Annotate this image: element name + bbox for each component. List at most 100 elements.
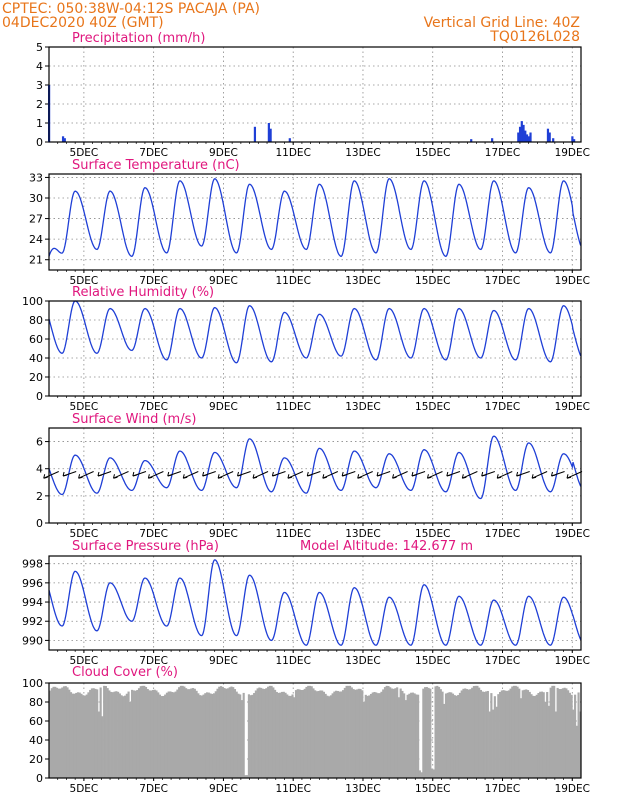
cloud-cover-bar	[151, 689, 155, 778]
cloud-cover-bar	[403, 693, 406, 778]
cloud-cover-bar	[174, 691, 177, 778]
cloud-cover-bar	[258, 687, 261, 778]
header: CPTEC: 050:38W-04:12S PACAJA (PA) 04DEC2…	[2, 1, 580, 45]
cloud-cover-bar	[303, 688, 306, 778]
pressure-frame	[48, 555, 582, 651]
cloud-cover-bar	[321, 690, 324, 778]
cloud-cover-bar	[417, 694, 420, 778]
cloud-cover-bar	[101, 716, 104, 778]
cloud-cover-bar	[446, 692, 449, 778]
cloud-cover-bar	[319, 690, 322, 778]
cloud-cover-bar	[376, 693, 380, 778]
precipitation-bar	[253, 126, 257, 142]
y-tick-label: 40	[29, 352, 43, 365]
cloud-cover-bar	[87, 692, 90, 778]
y-tick-label: 80	[29, 696, 43, 709]
x-tick-label: 13DEC	[345, 528, 380, 540]
cloud-cover-bar	[218, 686, 221, 778]
cloud-cover-bar	[453, 695, 456, 778]
cloud-cover-bar	[94, 688, 97, 778]
cloud-cover-bar	[439, 689, 442, 778]
station-header: CPTEC: 050:38W-04:12S PACAJA (PA)	[2, 1, 260, 17]
y-tick-label: 4	[36, 463, 43, 476]
precipitation-panel: Precipitation (mm/h) 5DEC 7DEC 9DEC 11DEC 13…	[36, 31, 590, 159]
cloud-cover-bar	[275, 691, 278, 778]
series-line	[48, 435, 582, 500]
wind-arrow-head	[287, 474, 293, 479]
cloud-cover-bar	[329, 695, 332, 778]
humidity-grid: 5DEC 7DEC 9DEC 11DEC 13DEC 15DEC 17DEC 19DEC 0 20…	[22, 295, 590, 413]
cloud-cover-bar	[451, 693, 455, 778]
cloud-cover-bar	[443, 703, 446, 778]
cloud-cover-bar	[99, 687, 102, 778]
cloud-cover-bar	[462, 688, 465, 778]
wind-arrow-head	[322, 474, 327, 479]
cloud-cover-bar	[190, 688, 193, 778]
cloud-cover-bar	[78, 692, 81, 778]
cloud-cover-bar	[261, 688, 264, 778]
y-tick-label: 20	[29, 753, 43, 766]
y-tick-label: 996	[22, 577, 43, 590]
cloud-cover-bar	[539, 691, 542, 778]
wind-arrow-head	[392, 474, 397, 479]
cloud-cover-bar	[172, 692, 175, 778]
pressure-panel: Surface Pressure (hPa) Model Altitude: 1…	[22, 539, 590, 667]
y-tick-label: 40	[29, 734, 43, 747]
cloud-cover-bar	[514, 685, 517, 778]
cloud-cover-bar	[155, 690, 158, 778]
cloud-cover-bar	[193, 688, 196, 778]
cloud-cover-bar	[396, 687, 399, 778]
cloud-cover-bar	[289, 695, 292, 778]
cloud-cover-bar	[336, 691, 339, 778]
cloud-cover-bar	[572, 709, 575, 778]
y-tick-label: 80	[29, 314, 43, 327]
y-tick-label: 0	[36, 390, 43, 403]
cloud-cover-bar	[117, 691, 120, 778]
cloud-cover-bar	[212, 693, 216, 778]
cloud-cover-bar	[570, 694, 573, 778]
cloud-cover-bar	[568, 692, 571, 778]
cloud-cover-bar	[202, 694, 205, 778]
cloud-cover-bar	[300, 689, 303, 778]
cloud-cover-bar	[500, 690, 503, 778]
cloud-cover-bar	[260, 687, 263, 778]
cloud-cover-bar	[265, 688, 268, 778]
pressure-grid: 5DEC 7DEC 9DEC 11DEC 13DEC 15DEC 17DEC 19DEC 990…	[22, 556, 590, 667]
cloud-cover-bar	[144, 686, 148, 778]
cloud-cover-bar	[366, 695, 369, 778]
temperature-panel: Surface Temperature (nC) 5DEC 7DEC 9DEC 11D…	[29, 158, 590, 287]
wind-arrow-head	[376, 471, 382, 477]
wind-arrow-head	[167, 471, 172, 477]
cloud-cover-bar	[460, 690, 463, 778]
cloud-cover-bar	[158, 694, 162, 778]
x-tick-label: 5DEC	[70, 147, 99, 159]
cloud-cover-bar	[157, 692, 160, 778]
wind-arrow-head	[252, 474, 258, 479]
cloud-cover-bar	[164, 694, 167, 778]
pressure-title: Surface Pressure (hPa)	[72, 539, 219, 554]
cloud-cover-bar	[450, 692, 453, 778]
x-tick-label: 19DEC	[555, 147, 590, 159]
cloud-cover-bar	[82, 695, 85, 778]
precipitation-bar	[61, 136, 65, 142]
cloud-cover-bar	[352, 689, 355, 778]
cloud-cover-bar	[479, 689, 482, 778]
x-tick-label: 17DEC	[485, 401, 520, 413]
humidity-panel: Relative Humidity (%) 5DEC 7DEC 9DEC 11DEC 1…	[22, 285, 590, 413]
cloud-cover-bar	[483, 691, 486, 778]
cloud-cover-bar	[565, 688, 568, 778]
y-tick-label: 60	[29, 715, 43, 728]
cloud-cover-bar	[200, 695, 203, 778]
cloud-cover-bar	[385, 685, 388, 778]
cloud-cover-bar	[118, 693, 121, 778]
cloud-cover-bar	[171, 692, 174, 778]
wind-arrow-head	[78, 474, 83, 479]
x-tick-label: 19DEC	[555, 528, 590, 540]
cloud-cover-bar	[50, 688, 53, 778]
wind-arrow-head	[43, 474, 48, 479]
cloud-cover-bar	[437, 686, 441, 778]
cloud-cover-bar	[357, 688, 360, 778]
cloud-cover-bar	[146, 689, 149, 778]
cloud-cover-bar	[492, 709, 495, 778]
